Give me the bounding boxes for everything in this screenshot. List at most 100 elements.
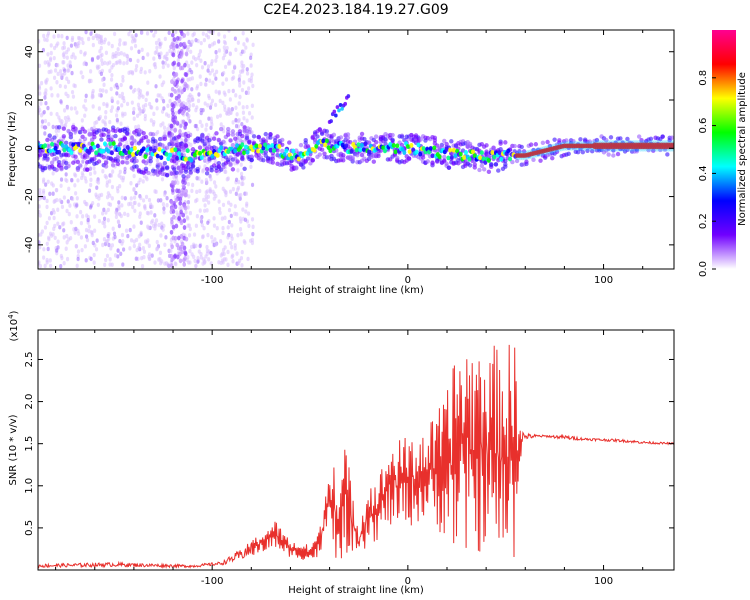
spectrogram-noise — [237, 101, 241, 106]
spectrogram-noise — [205, 189, 210, 194]
spectrogram-noise — [78, 36, 82, 41]
spectrogram-noise — [85, 237, 90, 243]
spectrogram-noise — [84, 107, 88, 112]
spectrogram-noise — [154, 40, 159, 46]
spectrogram-streak — [174, 197, 179, 203]
spectrogram-noise — [190, 87, 194, 92]
spectrogram-noise — [154, 84, 158, 89]
spectrogram-halo — [521, 149, 527, 154]
spectrogram-noise — [131, 89, 136, 94]
spectrogram-noise — [122, 52, 126, 57]
spectrogram-ridge — [198, 150, 203, 156]
spectrogram-noise — [53, 68, 58, 73]
spectrogram-noise — [194, 263, 198, 269]
spectrogram-noise — [204, 197, 208, 202]
spectrogram-halo — [106, 129, 111, 134]
spectrogram-noise — [206, 64, 211, 69]
spectrogram-noise — [43, 60, 47, 65]
spectrogram-noise — [222, 39, 227, 45]
spectrogram-noise — [166, 126, 170, 132]
spectrogram-noise — [89, 177, 93, 183]
spectrogram-halo — [268, 132, 273, 137]
spectrogram-noise — [38, 91, 42, 96]
spectrogram-noise — [139, 230, 143, 235]
spectrogram-noise — [62, 60, 66, 65]
spectrogram-noise — [217, 48, 221, 53]
spectrogram-halo — [256, 152, 261, 157]
spectrogram-halo — [68, 132, 74, 138]
spectrogram-noise — [204, 127, 208, 132]
spectrogram-noise — [241, 31, 245, 36]
spectrogram-ridge — [183, 156, 188, 162]
spectrogram-noise — [229, 233, 233, 238]
spectrogram-noise — [103, 115, 108, 120]
spectrogram-noise — [203, 259, 207, 264]
spectrogram-halo — [510, 159, 515, 165]
spectrogram-noise — [42, 255, 46, 260]
spectrogram-halo — [240, 133, 245, 139]
spectrogram-noise — [44, 100, 48, 106]
spectrogram-noise — [116, 47, 120, 52]
spectrogram-noise — [82, 61, 86, 67]
spectrogram-noise — [55, 80, 59, 85]
spectrogram-halo — [477, 167, 482, 173]
spectrogram-noise — [227, 106, 231, 112]
spectrogram-streak — [171, 224, 176, 230]
spectrogram-noise — [134, 33, 138, 38]
spectrogram-halo — [132, 138, 137, 143]
spectrogram-noise — [83, 176, 87, 181]
spectrogram-noise — [240, 181, 244, 187]
spectrogram-streak — [182, 257, 186, 263]
spectrogram-noise — [151, 218, 155, 224]
spectrogram-noise — [133, 200, 137, 206]
spectrogram-noise — [214, 76, 218, 81]
spectrogram-ytick-label: -20 — [24, 188, 35, 204]
spectrogram-noise — [192, 232, 197, 237]
spectrogram-noise — [76, 256, 80, 262]
spectrogram-noise — [136, 124, 141, 129]
spectrogram-halo — [146, 139, 151, 144]
spectrogram-noise — [206, 220, 210, 225]
spectrogram-noise — [55, 197, 59, 203]
spectrogram-noise — [206, 194, 210, 199]
spectrogram-noise — [38, 240, 41, 245]
spectrogram-halo — [143, 166, 149, 172]
spectrogram-noise — [94, 247, 99, 252]
spectrogram-noise — [250, 103, 254, 109]
spectrogram-noise — [114, 113, 119, 118]
spectrogram-noise — [44, 182, 48, 187]
spectrogram-ridge — [125, 145, 130, 150]
spectrogram-halo — [78, 163, 83, 168]
spectrogram-noise — [79, 220, 84, 226]
spectrogram-noise — [157, 38, 161, 43]
spectrogram-noise — [135, 237, 139, 243]
spectrogram-noise — [234, 47, 238, 52]
spectrogram-noise — [74, 173, 78, 178]
spectrogram-ridge — [60, 142, 65, 148]
spectrogram-streak — [176, 254, 180, 260]
spectrogram-noise — [93, 214, 97, 219]
spectrogram-halo — [120, 155, 125, 160]
spectrogram-noise — [143, 116, 147, 122]
spectrogram-noise — [108, 119, 112, 125]
spectrogram-noise — [83, 51, 87, 56]
spectrogram-noise — [94, 33, 98, 39]
spectrogram-noise — [87, 228, 91, 234]
spectrogram-noise — [233, 246, 237, 251]
spectrogram-noise — [190, 70, 194, 75]
spectrogram-noise — [221, 81, 225, 86]
spectrogram-ridge — [176, 151, 181, 156]
spectrogram-noise — [58, 83, 62, 89]
spectrogram-noise — [109, 86, 113, 92]
spectrogram-streak — [170, 244, 174, 250]
spectrogram-streak — [172, 214, 176, 220]
spectrogram-halo — [169, 132, 175, 137]
spectrogram-noise — [90, 57, 95, 63]
spectrogram-noise — [226, 262, 230, 268]
spectrogram-noise — [158, 55, 162, 60]
spectrogram-noise — [66, 47, 70, 52]
spectrogram-noise — [213, 158, 217, 164]
spectrogram-noise — [97, 106, 102, 111]
spectrogram-noise — [101, 169, 105, 174]
spectrogram-noise — [231, 186, 235, 192]
